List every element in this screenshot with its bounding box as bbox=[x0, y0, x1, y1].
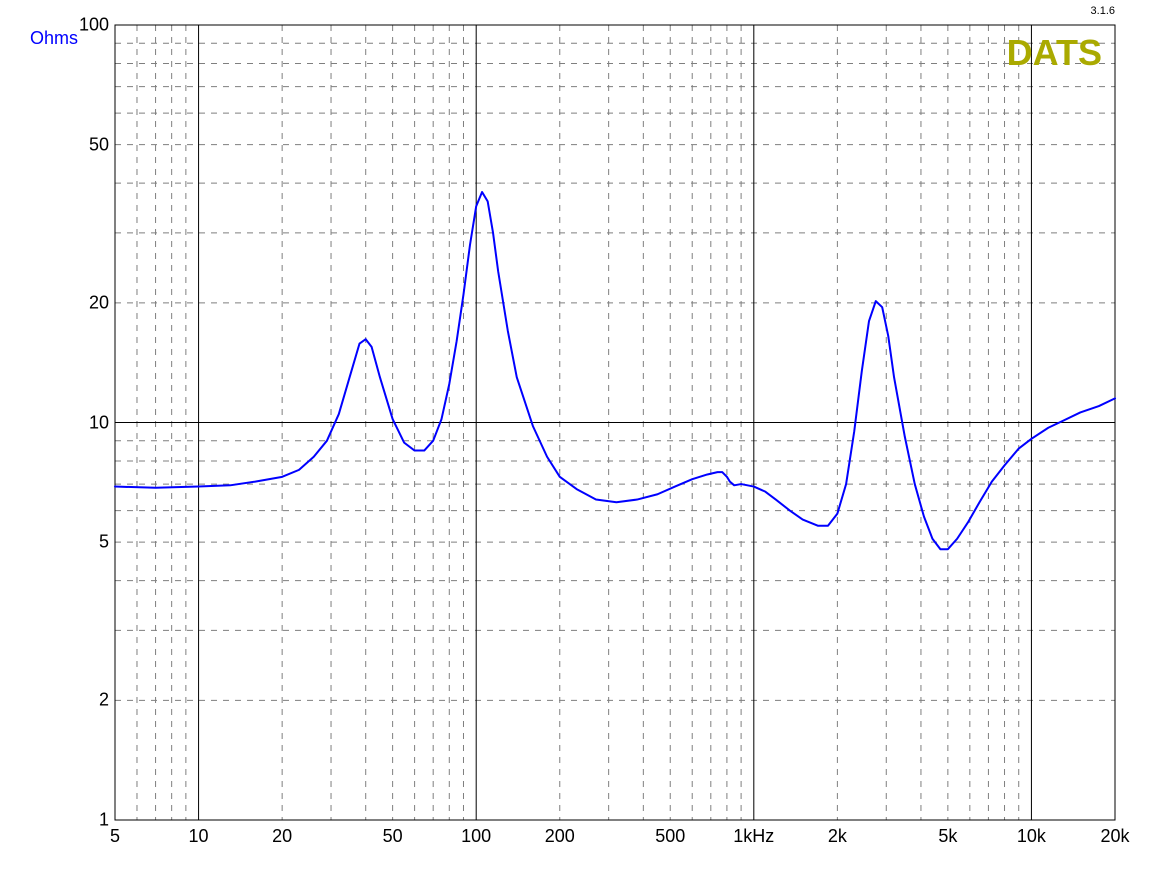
y-tick-label: 50 bbox=[89, 134, 109, 155]
series-impedance bbox=[115, 192, 1115, 549]
watermark: DATS bbox=[1007, 32, 1102, 74]
x-tick-label: 1kHz bbox=[733, 826, 774, 847]
x-tick-label: 50 bbox=[383, 826, 403, 847]
y-tick-label: 5 bbox=[99, 532, 109, 553]
impedance-chart: Ohms 3.1.6 DATS 5 10 20 50 100 200 500 1kHz 2k 5k… bbox=[0, 0, 1162, 867]
x-tick-label: 2k bbox=[828, 826, 847, 847]
y-tick-label: 1 bbox=[99, 810, 109, 831]
x-tick-label: 100 bbox=[461, 826, 491, 847]
x-tick-label: 200 bbox=[545, 826, 575, 847]
x-tick-label: 10k bbox=[1017, 826, 1046, 847]
y-tick-label: 10 bbox=[89, 412, 109, 433]
y-axis-label: Ohms bbox=[30, 28, 78, 49]
x-tick-label: 10 bbox=[189, 826, 209, 847]
y-tick-label: 100 bbox=[79, 15, 109, 36]
x-tick-label: 20 bbox=[272, 826, 292, 847]
x-tick-label: 5 bbox=[110, 826, 120, 847]
y-tick-label: 20 bbox=[89, 292, 109, 313]
x-tick-label: 5k bbox=[938, 826, 957, 847]
version-label: 3.1.6 bbox=[1091, 5, 1115, 17]
chart-svg bbox=[0, 0, 1162, 867]
x-tick-label: 500 bbox=[655, 826, 685, 847]
y-tick-label: 2 bbox=[99, 690, 109, 711]
x-tick-label: 20k bbox=[1100, 826, 1129, 847]
